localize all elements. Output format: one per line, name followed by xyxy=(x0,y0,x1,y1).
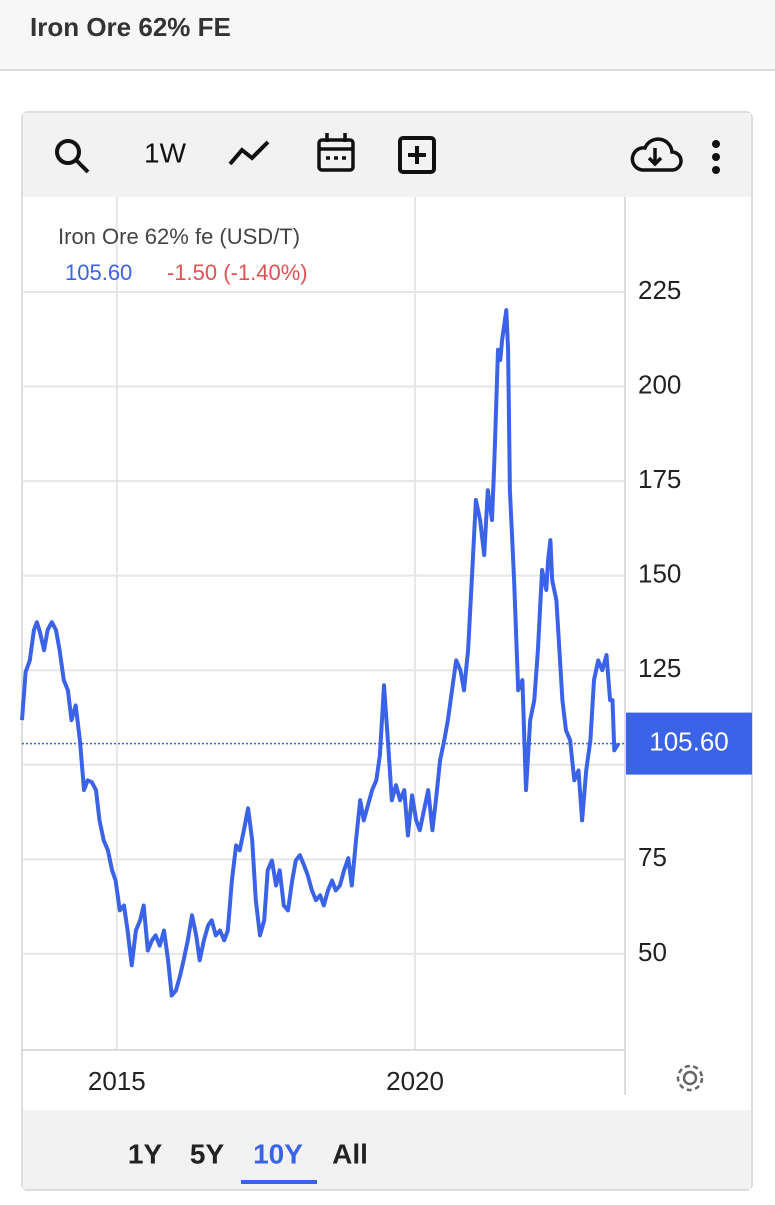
interval-button[interactable]: 1W xyxy=(144,137,187,168)
chart-type-icon[interactable] xyxy=(228,140,270,166)
toolbar xyxy=(23,113,751,197)
y-tick-label: 125 xyxy=(638,653,681,683)
range-button[interactable]: All xyxy=(332,1138,368,1169)
range-button[interactable]: 1Y xyxy=(128,1138,163,1169)
range-button[interactable]: 5Y xyxy=(190,1138,225,1169)
y-tick-label: 150 xyxy=(638,559,681,589)
range-bar xyxy=(23,1110,751,1189)
legend-price: 105.60 xyxy=(65,260,132,285)
range-active-underline xyxy=(241,1180,317,1184)
plot: 507510012515017520022520152020105.60 xyxy=(20,197,752,1096)
settings-icon[interactable] xyxy=(676,1064,704,1092)
y-tick-label: 200 xyxy=(638,369,681,399)
more-icon[interactable] xyxy=(712,140,720,174)
range-buttons: 1Y 5Y 10Y All xyxy=(128,1138,368,1184)
download-icon[interactable] xyxy=(630,137,683,172)
y-tick-label: 75 xyxy=(638,842,667,872)
header-bg xyxy=(0,0,775,70)
add-indicator-icon[interactable] xyxy=(398,136,436,174)
y-tick-label: 175 xyxy=(638,464,681,494)
y-tick-label: 50 xyxy=(638,937,667,967)
card xyxy=(21,111,753,1191)
search-icon[interactable] xyxy=(55,139,90,174)
legend-name: Iron Ore 62% fe (USD/T) xyxy=(58,224,300,249)
calendar-icon[interactable] xyxy=(317,133,355,172)
current-price-label: 105.60 xyxy=(649,726,729,756)
price-line xyxy=(20,308,621,998)
range-button[interactable]: 10Y xyxy=(253,1138,303,1169)
legend-change: -1.50 (-1.40%) xyxy=(167,260,308,285)
current-price-box xyxy=(626,712,752,775)
x-tick-label: 2015 xyxy=(88,1066,146,1096)
x-tick-label: 2020 xyxy=(386,1066,444,1096)
y-tick-label: 225 xyxy=(638,275,681,305)
page-title: Iron Ore 62% FE xyxy=(30,12,231,42)
